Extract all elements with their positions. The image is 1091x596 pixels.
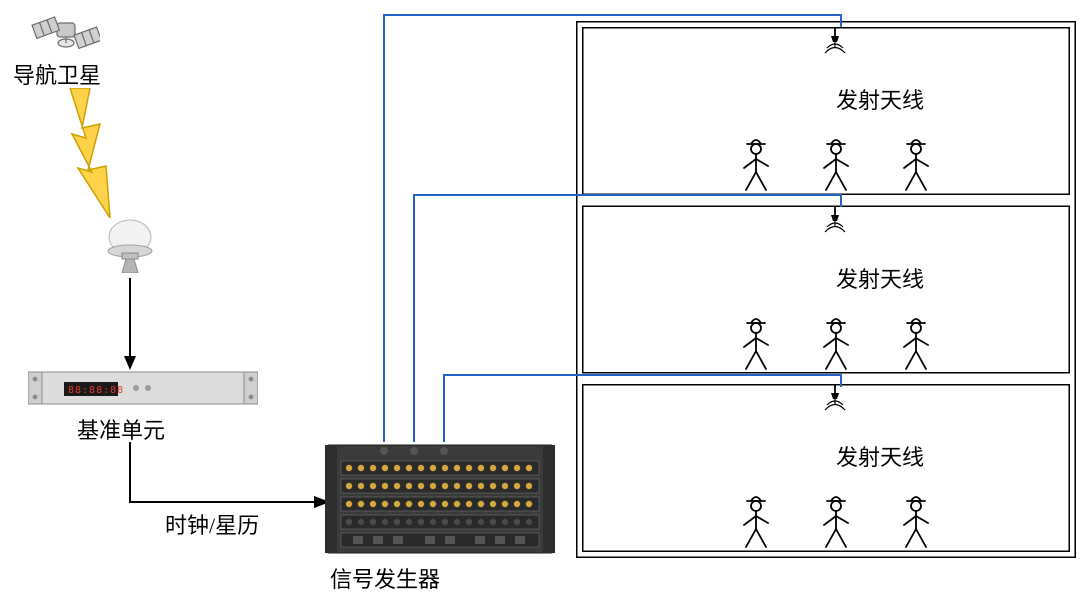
satellite-label: 导航卫星 <box>13 58 101 90</box>
person-icon <box>737 315 775 371</box>
person-icon <box>817 136 855 192</box>
dome-antenna-icon <box>104 215 156 273</box>
satellite-icon <box>30 3 100 58</box>
arrow-antenna-to-reference <box>120 278 140 370</box>
person-icon <box>897 493 935 549</box>
reference-display-text: 88:88:88 <box>68 385 124 396</box>
building-block <box>576 21 1076 558</box>
person-icon <box>817 315 855 371</box>
person-icon <box>817 493 855 549</box>
clock-ephemeris-label: 时钟/星历 <box>165 508 259 540</box>
emit-antenna-label: 发射天线 <box>836 83 924 115</box>
emit-antenna-label: 发射天线 <box>836 440 924 472</box>
emit-antenna-label: 发射天线 <box>836 262 924 294</box>
lightning-icon <box>60 88 130 218</box>
person-icon <box>897 315 935 371</box>
person-icon <box>737 136 775 192</box>
ceiling-antenna-icon <box>822 207 848 237</box>
person-icon <box>737 493 775 549</box>
reference-unit-icon: 88:88:88 <box>28 368 258 408</box>
person-icon <box>897 136 935 192</box>
signal-generator-icon <box>325 441 555 556</box>
reference-unit-label: 基准单元 <box>77 413 165 445</box>
arrow-reference-to-generator <box>120 442 330 514</box>
signal-generator-label: 信号发生器 <box>330 562 440 594</box>
ceiling-antenna-icon <box>822 385 848 415</box>
ceiling-antenna-icon <box>822 28 848 58</box>
